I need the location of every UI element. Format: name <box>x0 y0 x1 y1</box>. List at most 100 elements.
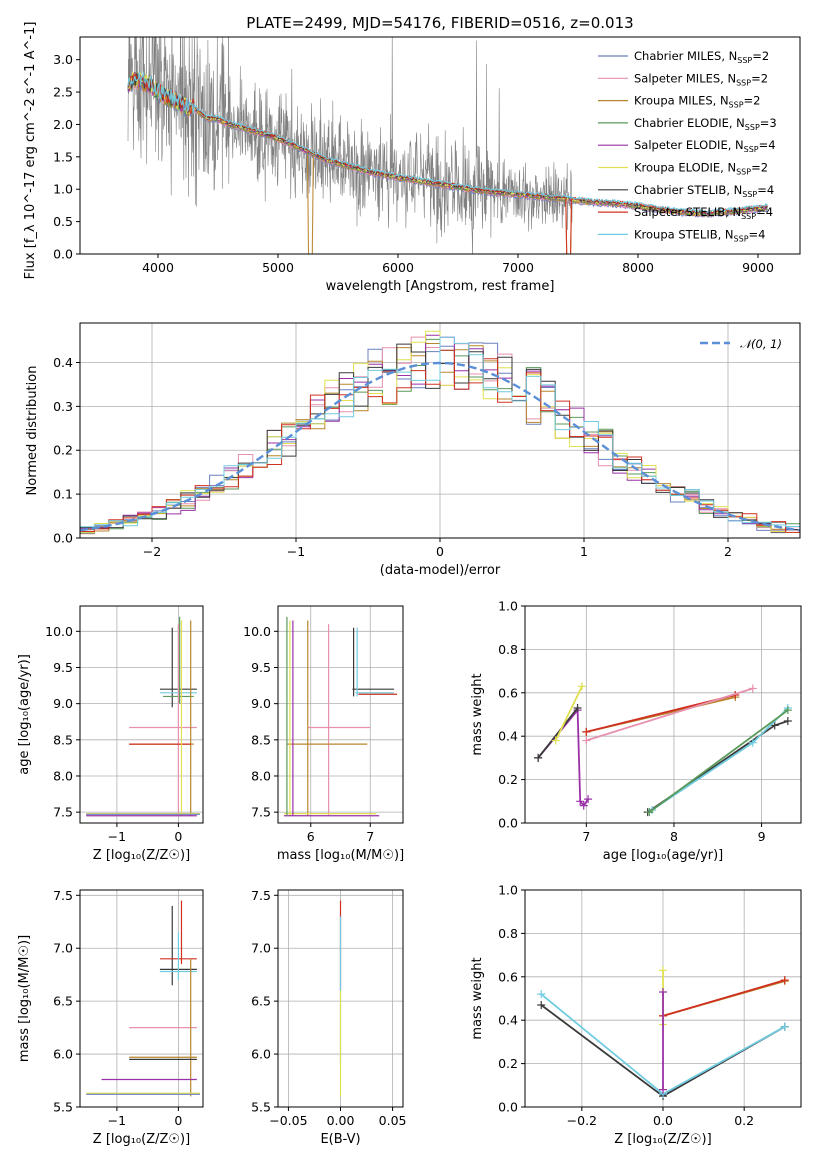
axes-frame <box>79 36 801 255</box>
x-tick-label: −2 <box>143 544 161 559</box>
weight-point-marker <box>584 795 593 804</box>
age-vs-metallicity-panel: −1 0 7.5 8.0 8.5 9.0 9.5 10.0 Z [log₁₀(Z/Z☉)] age… <box>17 605 204 863</box>
y-axis-label: mass [log₁₀(M/M☉)] <box>17 935 32 1062</box>
x-tick-label: 9000 <box>742 260 774 275</box>
weight-point-marker <box>783 717 792 726</box>
y-tick-label: 2.5 <box>53 85 73 100</box>
legend-entry: Salpeter STELIB, NSSP=4 <box>634 205 773 221</box>
y-tick-label: 8.5 <box>53 732 73 747</box>
legend-entry: Salpeter ELODIE, NSSP=4 <box>634 138 776 154</box>
x-tick-label: 8000 <box>622 260 654 275</box>
y-tick-label: 5.5 <box>251 1100 271 1115</box>
x-tick-label: 4000 <box>142 260 174 275</box>
weight-point-marker <box>783 706 792 715</box>
x-tick-label: 0.00 <box>327 1113 355 1128</box>
plot-area <box>80 330 800 538</box>
y-tick-label: 9.5 <box>53 660 73 675</box>
weight-point-marker <box>551 736 560 745</box>
y-tick-label: 0.4 <box>498 1013 518 1028</box>
x-axis-label: mass [log₁₀(M/M☉)] <box>277 848 404 863</box>
y-axis-label: Flux [f_λ 10^-17 erg cm^-2 s^-1 A^-1] <box>23 22 38 280</box>
weight-point-marker <box>780 976 789 985</box>
legend-entry: 𝒩(0, 1) <box>740 337 782 351</box>
x-tick-label: 1 <box>580 544 588 559</box>
y-tick-label: 0.4 <box>498 729 518 744</box>
chart-title: PLATE=2499, MJD=54176, FIBERID=0516, z=0… <box>246 14 633 32</box>
y-tick-label: 5.5 <box>53 1100 73 1115</box>
y-tick-label: 7.5 <box>251 888 271 903</box>
y-tick-label: 6.5 <box>53 994 73 1009</box>
y-tick-label: 7.5 <box>251 805 271 820</box>
y-tick-label: 1.0 <box>498 599 518 614</box>
weight-point-marker <box>659 987 667 996</box>
legend-entry: Kroupa STELIB, NSSP=4 <box>634 227 766 243</box>
legend-entry: Chabrier MILES, NSSP=2 <box>634 49 769 65</box>
y-axis-label: mass weight <box>470 957 485 1039</box>
observed-spectrum <box>127 37 768 254</box>
mass-weight-vs-age-panel: 7 8 9 0.0 0.2 0.4 0.6 0.8 1.0 age [log₁₀(age/yr)]… <box>470 599 802 863</box>
y-tick-label: 0.2 <box>498 1056 518 1071</box>
x-tick-label: 9 <box>758 829 766 844</box>
y-tick-label: 2.0 <box>53 117 73 132</box>
y-tick-label: 6.5 <box>251 994 271 1009</box>
x-tick-label: 7 <box>366 829 374 844</box>
y-tick-label: 0.2 <box>53 443 73 458</box>
weight-point-marker <box>645 808 654 817</box>
legend-entry: Kroupa ELODIE, NSSP=2 <box>634 161 768 177</box>
legend-entry: Salpeter MILES, NSSP=2 <box>634 71 768 87</box>
weight-point-marker <box>659 1085 667 1094</box>
x-tick-label: 7000 <box>502 260 534 275</box>
x-tick-label: 2 <box>724 544 732 559</box>
axes-frame <box>79 605 204 824</box>
weight-point-marker <box>780 1022 789 1031</box>
y-tick-label: 1.0 <box>498 883 518 898</box>
y-tick-label: 1.5 <box>53 149 73 164</box>
mass-vs-metallicity-panel: −1 0 5.5 6.0 6.5 7.0 7.5 Z [log₁₀(Z/Z☉)] mass [l… <box>17 888 204 1147</box>
y-tick-label: 0.0 <box>498 816 518 831</box>
plot-area <box>283 616 398 817</box>
weight-point-marker <box>582 727 591 736</box>
y-tick-label: 0.2 <box>498 772 518 787</box>
weight-point-marker <box>659 966 667 975</box>
y-tick-label: 6.0 <box>251 1047 271 1062</box>
x-axis-label: Z [log₁₀(Z/Z☉)] <box>93 848 190 863</box>
weight-series-line <box>537 707 579 759</box>
x-tick-label: −0.05 <box>269 1113 307 1128</box>
weight-point-marker <box>579 801 588 810</box>
y-tick-label: 10.0 <box>243 624 271 639</box>
y-tick-label: 8.0 <box>251 768 271 783</box>
x-tick-label: −1 <box>287 544 305 559</box>
x-axis-label: wavelength [Angstrom, rest frame] <box>326 279 555 294</box>
weight-point-marker <box>576 797 585 806</box>
legend: Chabrier MILES, NSSP=2 Salpeter MILES, NS… <box>598 49 777 243</box>
mass-weight-vs-metallicity-panel: −0.2 0.0 0.2 0.0 0.2 0.4 0.6 0.8 1.0 Z [log₁₀(Z/Z… <box>470 883 802 1147</box>
x-tick-label: 0 <box>174 1113 182 1128</box>
legend-entry: Chabrier STELIB, NSSP=4 <box>634 183 774 199</box>
x-axis-label: Z [log₁₀(Z/Z☉)] <box>614 1132 711 1147</box>
y-tick-label: 0.6 <box>498 969 518 984</box>
y-tick-label: 9.0 <box>251 696 271 711</box>
mass-vs-extinction-panel: −0.05 0.00 0.05 5.5 6.0 6.5 7.0 7.5 E(B-V) <box>251 888 406 1147</box>
x-tick-label: 0.0 <box>653 1113 673 1128</box>
y-tick-label: 7.0 <box>251 941 271 956</box>
x-tick-label: 5000 <box>262 260 294 275</box>
weight-series-line <box>662 979 786 1017</box>
y-axis-label: age [log₁₀(age/yr)] <box>17 654 32 775</box>
plot-area <box>534 682 792 817</box>
legend: 𝒩(0, 1) <box>700 337 782 351</box>
y-tick-label: 0.5 <box>53 214 73 229</box>
x-axis-label: (data-model)/error <box>380 563 501 578</box>
axes-frame <box>524 605 802 824</box>
weight-series-line <box>648 709 789 813</box>
x-tick-label: 8 <box>670 829 678 844</box>
plot-area <box>86 616 200 817</box>
y-tick-label: 7.5 <box>53 888 73 903</box>
y-tick-label: 0.6 <box>498 685 518 700</box>
x-tick-label: 6000 <box>382 260 414 275</box>
x-tick-label: −1 <box>108 1113 126 1128</box>
legend-entry: Kroupa MILES, NSSP=2 <box>634 94 761 110</box>
y-tick-label: 0.0 <box>498 1100 518 1115</box>
y-axis-label: mass weight <box>470 673 485 755</box>
x-tick-label: 7 <box>582 829 590 844</box>
y-tick-label: 0.0 <box>53 531 73 546</box>
